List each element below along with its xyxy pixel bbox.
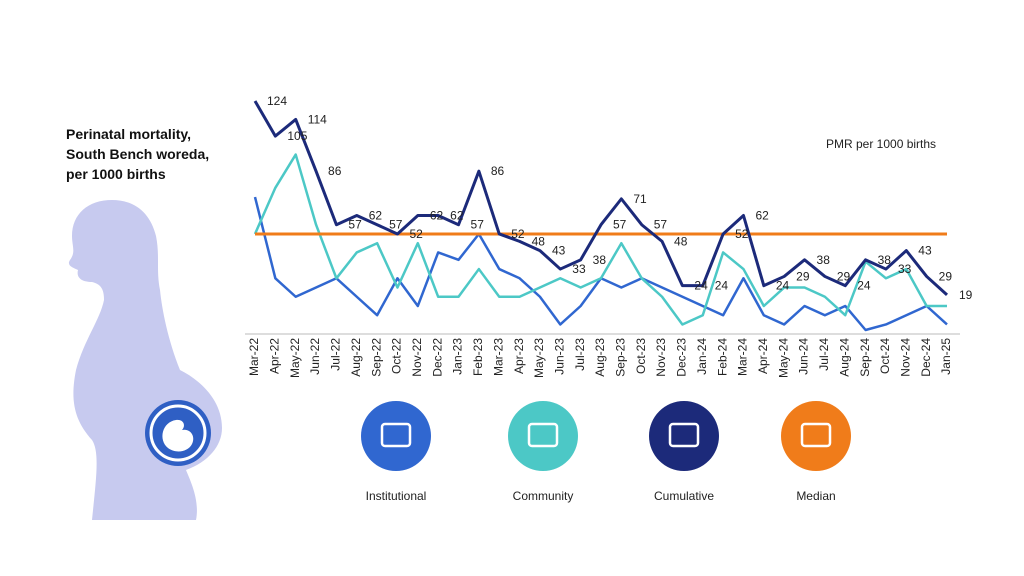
x-tick-label: Jul-24: [817, 338, 831, 371]
x-tick-label: Jun-24: [797, 338, 811, 375]
x-tick-label: Oct-22: [390, 338, 404, 374]
legend: Institutional Community Cumulative Median: [361, 401, 851, 503]
icon-glyph: [800, 422, 832, 448]
data-label: 62: [755, 209, 769, 223]
legend-icon: [508, 401, 578, 471]
data-label: 52: [511, 227, 525, 241]
x-tick-label: May-23: [532, 338, 546, 378]
x-tick-label: Sep-23: [614, 338, 628, 377]
x-tick-label: Jul-23: [573, 338, 587, 371]
series-line: [253, 100, 949, 297]
legend-label: Median: [796, 489, 835, 503]
x-tick-label: Jan-25: [939, 338, 953, 375]
x-tick-label: Dec-23: [675, 338, 689, 377]
x-tick-label: Sep-22: [369, 338, 383, 377]
data-label: 33: [898, 262, 912, 276]
data-label: 57: [348, 218, 362, 232]
x-tick-label: Mar-23: [491, 338, 505, 376]
data-label: 62: [369, 209, 383, 223]
data-label: 24: [694, 279, 708, 293]
data-label: 24: [715, 279, 729, 293]
legend-label: Cumulative: [654, 489, 714, 503]
data-label: 29: [837, 269, 851, 283]
x-tick-label: Aug-23: [593, 338, 607, 377]
x-tick-label: Oct-24: [878, 338, 892, 374]
x-tick-label: Jun-23: [552, 338, 566, 375]
x-tick-label: Apr-23: [512, 338, 526, 374]
data-label: 52: [735, 227, 749, 241]
icon-glyph: [668, 422, 700, 448]
x-tick-label: Jan-24: [695, 338, 709, 375]
x-tick-label: Nov-23: [654, 338, 668, 377]
data-label: 33: [572, 262, 586, 276]
legend-label: Community: [513, 489, 574, 503]
chart-title: Perinatal mortality, South Bench woreda,…: [66, 126, 210, 182]
data-label: 19: [959, 288, 973, 302]
x-tick-label: Nov-22: [410, 338, 424, 377]
x-tick-label: Jun-22: [308, 338, 322, 375]
x-tick-label: Jan-23: [451, 338, 465, 375]
data-label: 24: [776, 279, 790, 293]
data-label: 86: [491, 164, 505, 178]
x-tick-label: Apr-24: [756, 338, 770, 374]
data-label: 48: [674, 234, 688, 248]
x-tick-label: Dec-24: [919, 338, 933, 377]
data-label: 62: [430, 209, 444, 223]
annotation: PMR per 1000 births: [826, 137, 936, 151]
x-tick-label: Mar-24: [736, 338, 750, 376]
icon-glyph: [380, 422, 412, 448]
x-tick-label: Nov-24: [898, 338, 912, 377]
x-tick-label: Aug-24: [837, 338, 851, 377]
data-label: 43: [918, 244, 932, 258]
x-tick-label: May-22: [288, 338, 302, 378]
x-tick-label: Oct-23: [634, 338, 648, 374]
legend-icon: [361, 401, 431, 471]
x-tick-label: Mar-22: [247, 338, 261, 376]
data-label: 86: [328, 164, 342, 178]
x-tick-label: May-24: [776, 338, 790, 378]
data-label: 71: [633, 192, 647, 206]
x-tick-label: Jul-22: [329, 338, 343, 371]
data-label: 62: [450, 209, 464, 223]
data-label: 57: [389, 218, 403, 232]
data-label: 105: [287, 129, 307, 143]
data-label: 38: [593, 253, 607, 267]
legend-icon: [781, 401, 851, 471]
data-label: 57: [613, 218, 627, 232]
icon-glyph: [527, 422, 559, 448]
data-label: 29: [796, 269, 810, 283]
data-label: 29: [939, 269, 953, 283]
data-label: 57: [654, 218, 668, 232]
data-label: 38: [817, 253, 831, 267]
data-label: 124: [267, 94, 287, 108]
x-tick-label: Feb-23: [471, 338, 485, 376]
data-label: 57: [471, 218, 485, 232]
x-tick-label: Aug-22: [349, 338, 363, 377]
data-label: 43: [552, 244, 566, 258]
data-label: 114: [308, 112, 327, 126]
data-label: 52: [409, 227, 423, 241]
legend-icon: [649, 401, 719, 471]
x-tick-label: Sep-24: [858, 338, 872, 377]
x-tick-label: Feb-24: [715, 338, 729, 376]
x-tick-label: Dec-22: [430, 338, 444, 377]
data-label: 48: [532, 234, 546, 248]
data-label: 38: [878, 253, 892, 267]
legend-label: Institutional: [366, 489, 427, 503]
data-label: 24: [857, 279, 871, 293]
silhouette: [68, 200, 223, 520]
x-tick-label: Apr-22: [268, 338, 282, 374]
series-line: [253, 153, 947, 326]
